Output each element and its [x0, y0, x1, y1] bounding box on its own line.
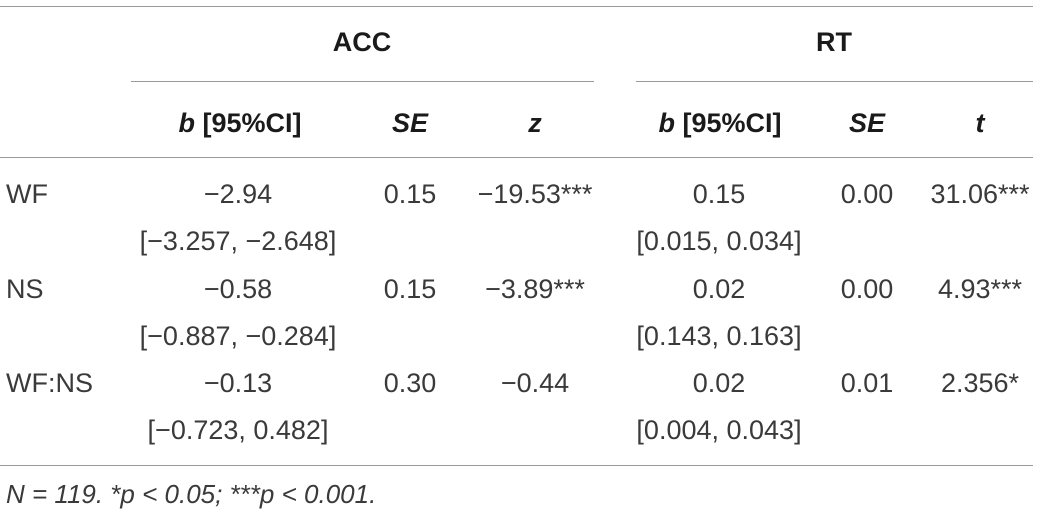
rt-t-header: t — [975, 108, 985, 138]
ns-rt-ci: [0.143, 0.163] — [636, 321, 802, 351]
ns-acc-ci: [−0.887, −0.284] — [139, 321, 337, 351]
wf-acc-z: −19.53*** — [477, 179, 593, 209]
wf-rt-ci: [0.015, 0.034] — [636, 226, 802, 256]
ns-acc-se: 0.15 — [383, 274, 437, 304]
bottom-rule — [0, 465, 1033, 466]
wfns-rt-t: 2.356* — [940, 368, 1020, 398]
wfns-rt-ci: [0.004, 0.043] — [636, 415, 802, 445]
rt-group-rule — [636, 81, 1033, 82]
acc-b-ci-header: b [95%CI] — [178, 107, 301, 139]
row-label-wf-ns: WF:NS — [6, 368, 93, 398]
rt-group-header: RT — [816, 27, 852, 57]
wfns-rt-b: 0.02 — [692, 368, 746, 398]
ns-acc-z: −3.89*** — [485, 274, 585, 304]
rt-se-header: SE — [848, 108, 886, 138]
wf-rt-b: 0.15 — [692, 179, 746, 209]
ns-rt-t: 4.93*** — [937, 274, 1023, 304]
ns-rt-b: 0.02 — [692, 274, 746, 304]
row-label-ns: NS — [6, 274, 44, 304]
top-rule — [0, 6, 1033, 7]
acc-b-symbol: b — [178, 108, 195, 138]
wfns-rt-se: 0.01 — [840, 368, 894, 398]
wf-rt-t: 31.06*** — [930, 179, 1030, 209]
acc-se-header: SE — [391, 108, 429, 138]
rt-b-symbol: b — [658, 108, 675, 138]
row-label-wf: WF — [6, 179, 48, 209]
wfns-acc-z: −0.44 — [500, 368, 570, 398]
wfns-acc-ci: [−0.723, 0.482] — [147, 415, 329, 445]
header-rule — [0, 157, 1033, 158]
acc-ci-label: [95%CI] — [194, 108, 302, 138]
acc-z-header: z — [528, 108, 542, 138]
wf-acc-b: −2.94 — [203, 179, 273, 209]
table-footnote: N = 119. *p < 0.05; ***p < 0.001. — [6, 479, 377, 509]
wfns-acc-se: 0.30 — [383, 368, 437, 398]
acc-group-header: ACC — [332, 27, 392, 57]
wf-acc-se: 0.15 — [383, 179, 437, 209]
rt-ci-label: [95%CI] — [674, 108, 782, 138]
wf-acc-ci: [−3.257, −2.648] — [139, 226, 337, 256]
wf-rt-se: 0.00 — [840, 179, 894, 209]
acc-group-rule — [131, 81, 594, 82]
ns-rt-se: 0.00 — [840, 274, 894, 304]
wfns-acc-b: −0.13 — [203, 368, 273, 398]
rt-b-ci-header: b [95%CI] — [658, 107, 781, 139]
ns-acc-b: −0.58 — [203, 274, 273, 304]
